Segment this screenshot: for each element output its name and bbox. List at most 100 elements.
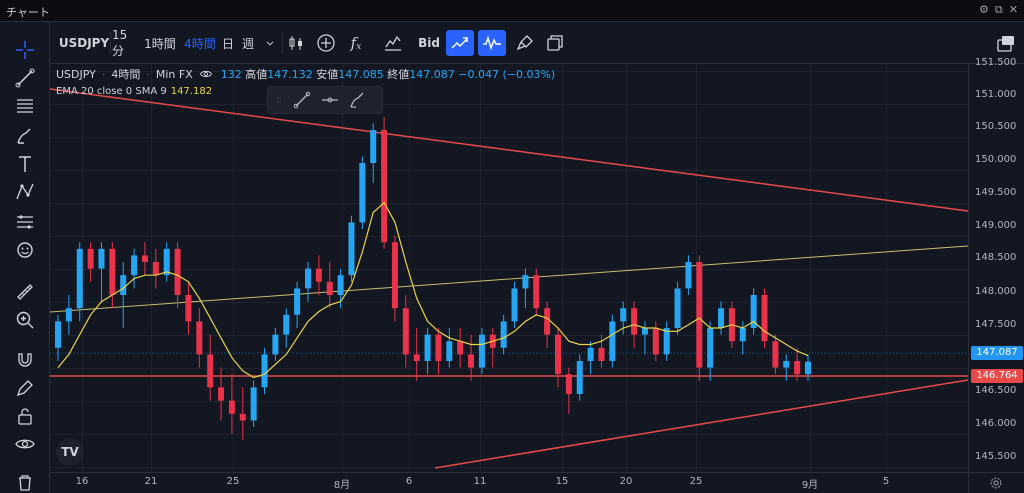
trash-icon — [19, 475, 31, 491]
fib-tool[interactable] — [9, 92, 41, 120]
symbol-button[interactable]: USDJPY — [58, 36, 110, 50]
axis-settings-corner[interactable] — [968, 472, 1024, 493]
popout-icon[interactable]: ⧉ — [994, 3, 1003, 16]
candle-body — [457, 341, 464, 355]
price-axis[interactable]: 151.500 151.000 150.500 150.000 149.500 … — [968, 57, 1024, 472]
text-tool[interactable] — [9, 150, 41, 178]
candle-body — [478, 334, 485, 368]
function-icon-sub: x — [356, 42, 362, 52]
candle-body — [120, 275, 127, 295]
lower-red-trendline[interactable] — [434, 379, 968, 469]
price-label: 146.500 — [975, 385, 1017, 396]
candle-body — [65, 308, 72, 322]
candle-body — [750, 295, 757, 328]
trendline-icon[interactable] — [292, 90, 312, 110]
interval-15m[interactable]: 15分 — [112, 27, 128, 58]
magnet-tool[interactable] — [9, 346, 41, 374]
chevron-down-icon — [266, 41, 274, 46]
close-label: 終値 — [387, 68, 410, 81]
templates-button[interactable] — [380, 30, 406, 56]
window-controls: ⚙ ⧉ ✕ — [979, 3, 1018, 17]
theme-button[interactable] — [512, 30, 538, 56]
price-chart[interactable] — [50, 64, 968, 472]
time-label: 9月 — [801, 480, 819, 491]
candle-body — [794, 361, 801, 375]
candle-body — [663, 328, 670, 355]
trendlines — [50, 88, 968, 469]
candle-body — [207, 354, 214, 388]
candle-body — [641, 328, 648, 335]
zoom-tool[interactable] — [9, 306, 41, 334]
interval-week[interactable]: 週 — [241, 36, 254, 51]
chart-type-button[interactable] — [284, 30, 308, 56]
emoji-tool[interactable] — [9, 236, 41, 264]
olive-trendline[interactable] — [50, 245, 968, 313]
trendline-tool[interactable] — [9, 64, 41, 92]
interval-4h[interactable]: 4時間 — [184, 36, 216, 51]
indicator-templates-icon — [385, 35, 401, 51]
time-label: 15 — [555, 476, 569, 487]
price-label: 146.000 — [975, 418, 1017, 429]
candle-body — [315, 268, 322, 282]
legend-dot: · — [146, 67, 150, 81]
candle-body — [587, 347, 594, 361]
lock-tool[interactable] — [9, 402, 41, 430]
close-icon[interactable]: ✕ — [1008, 3, 1018, 16]
brush-icon — [17, 128, 31, 144]
eye-icon[interactable] — [199, 67, 213, 81]
price-label: 150.000 — [975, 154, 1017, 165]
open-value: 132 — [220, 68, 242, 81]
measure-tool[interactable] — [9, 278, 41, 306]
price-label: 147.500 — [975, 319, 1017, 330]
wave-chart-button[interactable] — [478, 30, 506, 56]
candle-body — [685, 262, 692, 289]
keep-drawing-tool[interactable] — [9, 374, 41, 402]
upper-red-trendline[interactable] — [50, 88, 968, 212]
candle-body — [261, 354, 268, 388]
candle-body — [87, 248, 94, 269]
drawing-toolbar — [0, 22, 50, 493]
line-chart-button[interactable] — [446, 30, 474, 56]
time-axis[interactable]: 16 21 25 8月 6 11 15 20 25 9月 5 — [50, 472, 968, 493]
drag-handle-icon[interactable] — [274, 90, 284, 110]
compare-button[interactable] — [314, 30, 338, 56]
time-label: 5 — [882, 476, 890, 487]
interval-1h[interactable]: 1時間 — [144, 36, 176, 51]
multi-window-button[interactable] — [992, 30, 1020, 56]
candles-icon — [289, 36, 302, 50]
candle-body — [76, 248, 83, 309]
prediction-tool[interactable] — [9, 208, 41, 236]
candle-body — [152, 262, 159, 276]
candle-body — [565, 374, 572, 394]
brush-icon[interactable] — [348, 90, 368, 110]
candle-body — [522, 275, 529, 289]
horizontal-ray-icon[interactable] — [320, 90, 340, 110]
candle-body — [218, 387, 225, 401]
legend-dot: · — [101, 67, 106, 81]
tradingview-logo[interactable]: TV — [56, 438, 84, 466]
crosshair-tool[interactable] — [9, 36, 41, 64]
low-label: 安値 — [316, 68, 339, 81]
candle-body — [446, 341, 453, 361]
low-value: 147.085 — [338, 68, 384, 81]
brush-tool[interactable] — [9, 122, 41, 150]
visibility-tool[interactable] — [9, 430, 41, 458]
pattern-tool[interactable] — [9, 178, 41, 206]
level-price-tag: 146.764 — [971, 369, 1023, 383]
time-label: 25 — [689, 476, 703, 487]
gear-icon[interactable] — [989, 476, 1003, 490]
chart-pane[interactable] — [50, 64, 968, 472]
delete-tool[interactable] — [9, 468, 41, 493]
interval-day[interactable]: 日 — [221, 36, 234, 51]
layout-button[interactable] — [542, 30, 568, 56]
divider — [282, 32, 283, 54]
bid-button[interactable]: Bid — [418, 36, 440, 50]
interval-dropdown[interactable] — [262, 30, 278, 56]
indicator-legend: EMA 20 close 0 SMA 9 147.182 — [56, 86, 212, 97]
settings-icon[interactable]: ⚙ — [979, 3, 989, 16]
high-value: 147.132 — [267, 68, 313, 81]
candle-body — [805, 361, 811, 375]
time-label: 11 — [473, 476, 487, 487]
crosshair-icon — [16, 41, 34, 59]
